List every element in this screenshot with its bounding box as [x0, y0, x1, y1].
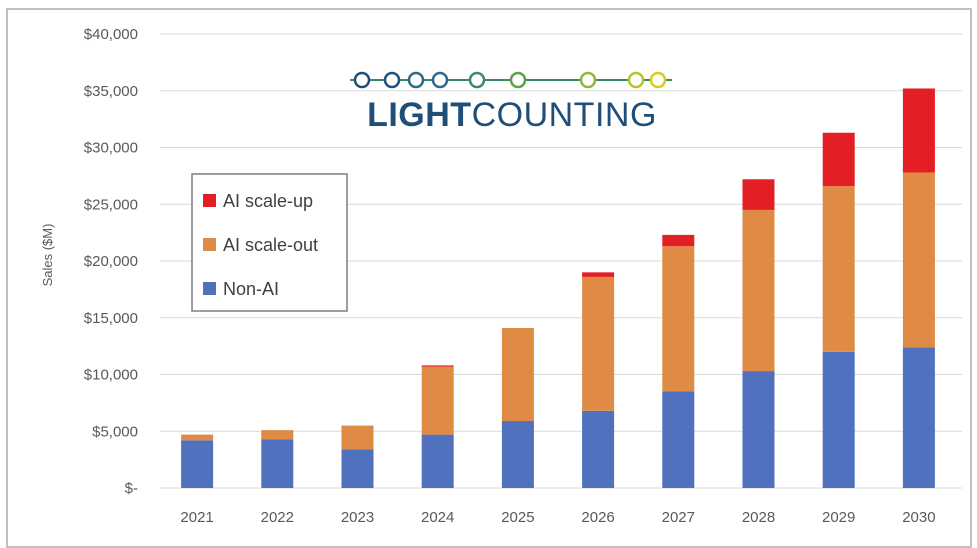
- bar-ai-scale-up-2024: [421, 365, 454, 367]
- x-tick-label: 2023: [341, 509, 374, 526]
- x-axis: 2021 2022 2023 2024 2025 2026 2027 2028 2029 2030: [180, 509, 935, 526]
- y-tick-label: $5,000: [92, 423, 138, 440]
- y-tick-label: $-: [125, 480, 138, 497]
- logo-circle: [509, 71, 527, 89]
- logo-circle: [431, 71, 449, 89]
- bar-ai-scale-up-2029: [822, 132, 855, 187]
- x-tick-label: 2028: [742, 509, 775, 526]
- x-tick-label: 2022: [261, 509, 294, 526]
- y-tick-label: $30,000: [84, 140, 138, 157]
- bar-non-ai-2028: [742, 371, 775, 488]
- legend-label-non-ai: Non-AI: [223, 279, 279, 299]
- logo-circle: [649, 71, 667, 89]
- bar-non-ai-2025: [501, 421, 534, 488]
- bar-ai-scale-out-2027: [662, 246, 695, 392]
- legend-label-ai-scale-up: AI scale-up: [223, 191, 313, 211]
- y-tick-label: $10,000: [84, 367, 138, 384]
- x-tick-label: 2026: [581, 509, 614, 526]
- lightcounting-logo: LIGHTCOUNTING: [350, 71, 672, 134]
- chart-frame: [6, 8, 972, 548]
- x-tick-label: 2025: [501, 509, 534, 526]
- bars: [181, 88, 935, 488]
- bar-ai-scale-out-2030: [902, 172, 935, 348]
- legend-swatch-ai-scale-up: [203, 194, 216, 207]
- bar-ai-scale-out-2023: [341, 425, 374, 450]
- x-tick-label: 2027: [662, 509, 695, 526]
- bar-ai-scale-out-2029: [822, 186, 855, 352]
- x-tick-label: 2030: [902, 509, 935, 526]
- logo-circle: [407, 71, 425, 89]
- logo-circle: [383, 71, 401, 89]
- y-axis: $- $5,000 $10,000 $15,000 $20,000 $25,000 $30,…: [84, 26, 138, 497]
- bar-ai-scale-up-2027: [662, 234, 695, 247]
- bar-ai-scale-out-2022: [261, 430, 294, 440]
- bar-ai-scale-up-2028: [742, 179, 775, 210]
- bar-ai-scale-out-2025: [501, 327, 534, 422]
- y-tick-label: $25,000: [84, 196, 138, 213]
- bar-ai-scale-out-2024: [421, 366, 454, 435]
- x-tick-label: 2021: [180, 509, 213, 526]
- chart: $- $5,000 $10,000 $15,000 $20,000 $25,000 $30,…: [40, 26, 962, 526]
- bar-ai-scale-up-2026: [582, 272, 615, 277]
- bar-ai-scale-out-2028: [742, 209, 775, 372]
- logo-circle: [579, 71, 597, 89]
- logo-circle: [353, 71, 371, 89]
- legend: AI scale-up AI scale-out Non-AI: [191, 173, 348, 312]
- y-tick-label: $35,000: [84, 83, 138, 100]
- legend-swatch-ai-scale-out: [203, 238, 216, 251]
- y-tick-label: $20,000: [84, 253, 138, 270]
- bar-non-ai-2021: [181, 440, 214, 488]
- bar-ai-scale-out-2026: [582, 276, 615, 411]
- y-tick-label: $40,000: [84, 26, 138, 43]
- y-axis-title: Sales ($M): [40, 224, 55, 287]
- legend-swatch-non-ai: [203, 282, 216, 295]
- logo-text: LIGHTCOUNTING: [367, 96, 657, 134]
- logo-circle: [468, 71, 486, 89]
- legend-label-ai-scale-out: AI scale-out: [223, 235, 318, 255]
- bar-ai-scale-up-2030: [902, 88, 935, 173]
- bar-non-ai-2024: [421, 434, 454, 488]
- y-tick-label: $15,000: [84, 310, 138, 327]
- bar-non-ai-2026: [582, 410, 615, 488]
- bar-non-ai-2027: [662, 391, 695, 488]
- bar-non-ai-2022: [261, 439, 294, 488]
- bar-non-ai-2030: [902, 347, 935, 488]
- bar-non-ai-2029: [822, 351, 855, 488]
- x-tick-label: 2029: [822, 509, 855, 526]
- bar-ai-scale-out-2021: [181, 434, 214, 441]
- logo-circle: [627, 71, 645, 89]
- bar-non-ai-2023: [341, 449, 374, 488]
- x-tick-label: 2024: [421, 509, 454, 526]
